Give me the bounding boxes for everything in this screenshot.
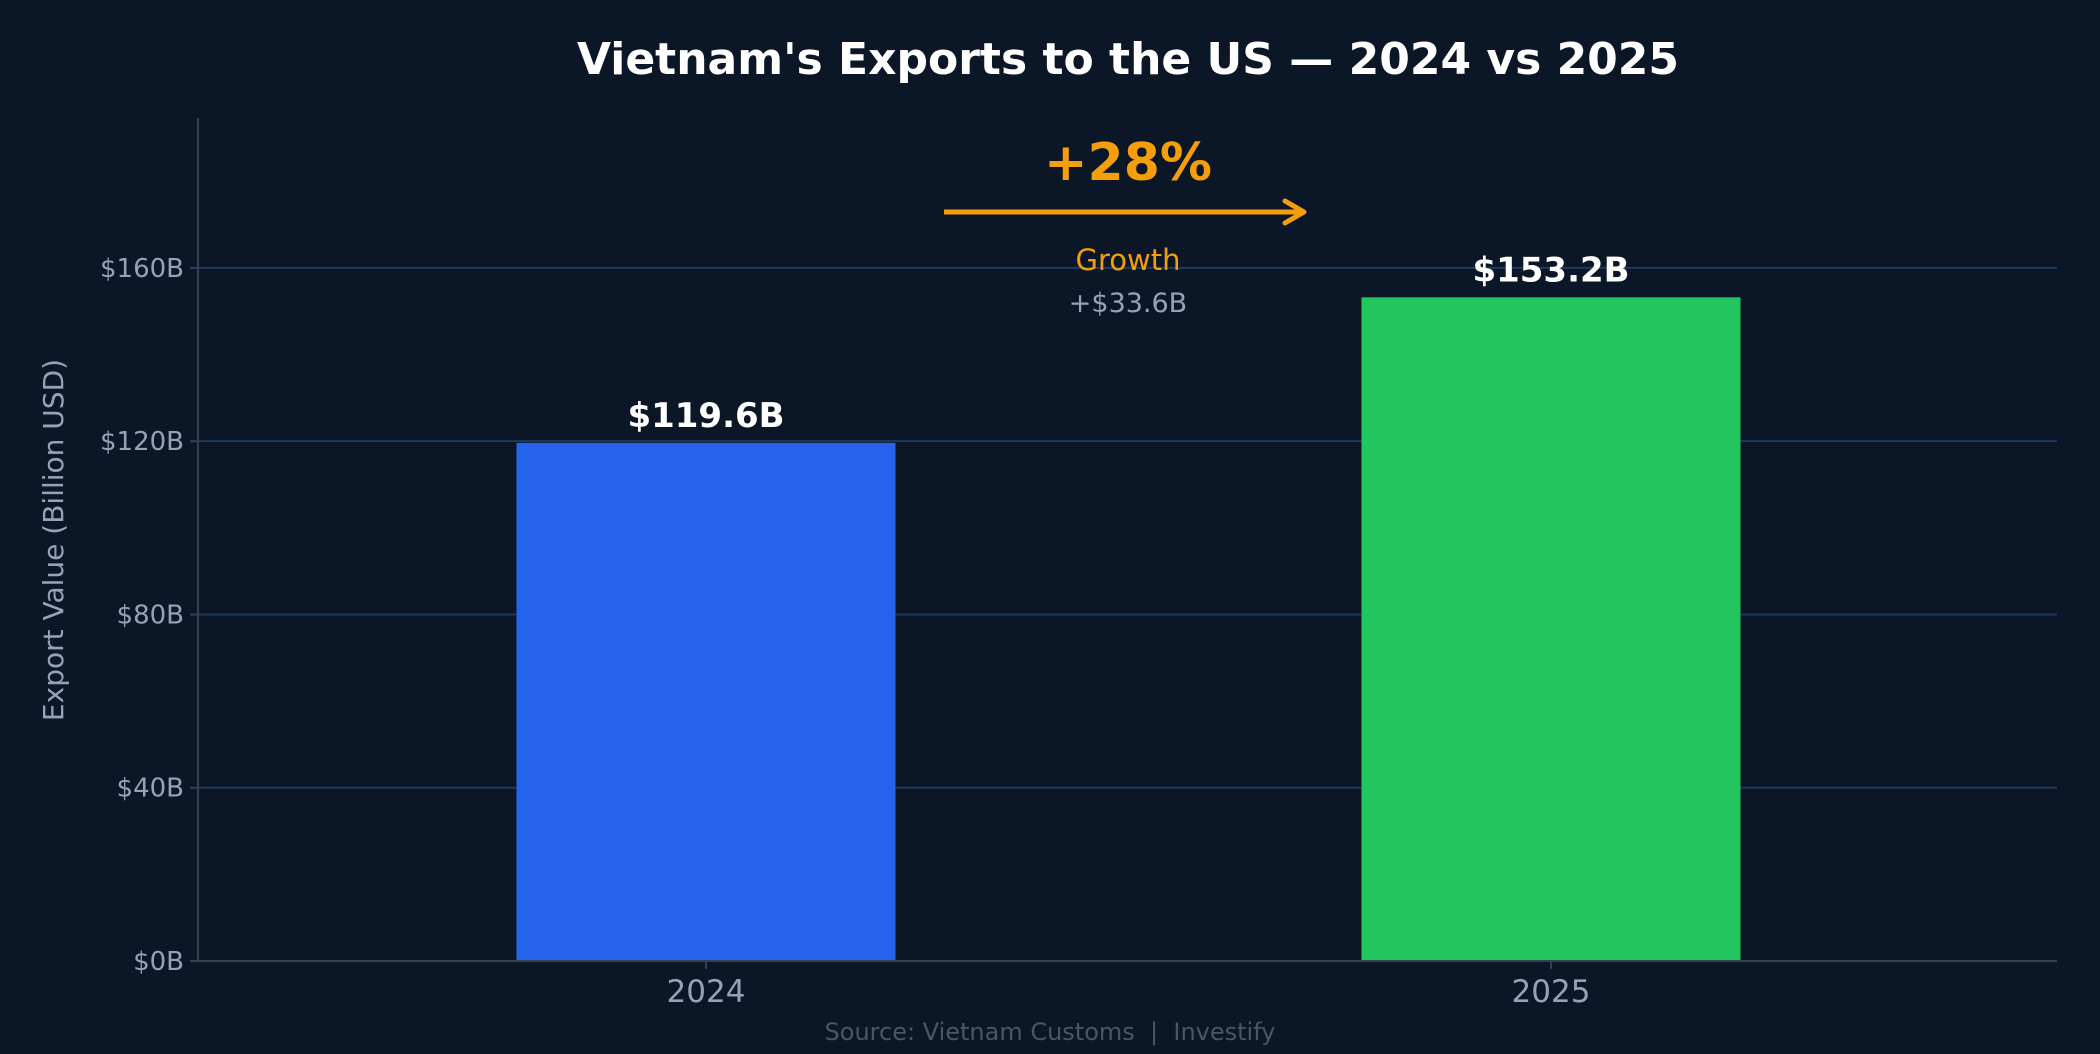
y-tick-label: $160B [100,254,184,284]
x-tick-label: 2024 [667,974,746,1010]
bar-value-label: $153.2B [1472,250,1629,290]
bar-value-label: $119.6B [627,396,784,436]
x-tick-label: 2025 [1512,974,1591,1010]
y-axis-label: Export Value (Billion USD) [37,359,70,721]
growth-arrowhead-icon [1282,198,1307,226]
bar-2025 [1361,297,1741,961]
y-tick-label: $40B [117,774,184,804]
chart-title: Vietnam's Exports to the US — 2024 vs 20… [577,34,1679,85]
bar-2024 [516,442,896,961]
y-tick-label: $120B [100,427,184,457]
growth-label: Growth [1076,243,1181,277]
y-tick-label: $80B [117,600,184,630]
y-tick-label: $0B [133,947,184,977]
growth-percent: +28% [1044,133,1212,193]
growth-delta: +$33.6B [1069,288,1187,319]
source-note: Source: Vietnam Customs | Investify [825,1018,1276,1046]
